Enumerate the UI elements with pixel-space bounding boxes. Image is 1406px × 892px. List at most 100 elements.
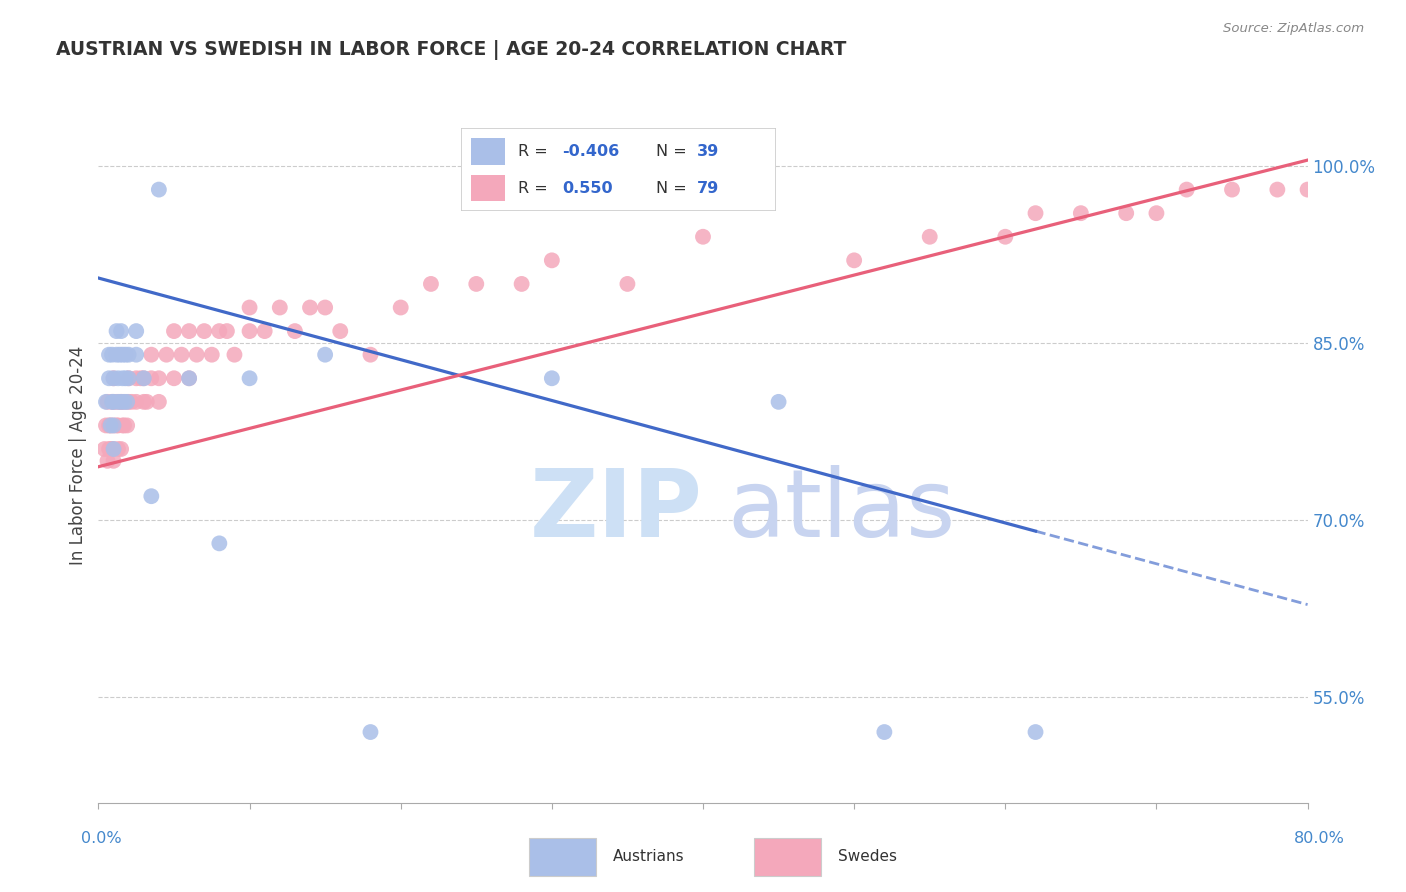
Point xyxy=(98,442,121,456)
Point xyxy=(112,395,135,409)
Point xyxy=(132,371,155,385)
Point xyxy=(170,348,193,362)
FancyBboxPatch shape xyxy=(461,128,776,211)
FancyBboxPatch shape xyxy=(529,838,596,876)
Point xyxy=(108,348,131,362)
Point xyxy=(100,442,122,456)
Point xyxy=(103,442,125,456)
Point xyxy=(389,301,412,315)
Point xyxy=(105,348,128,362)
Text: -0.406: -0.406 xyxy=(562,144,619,159)
Point xyxy=(1115,206,1137,220)
Point xyxy=(132,371,155,385)
Point xyxy=(141,371,163,385)
Point xyxy=(465,277,488,291)
Point xyxy=(111,395,134,409)
Point xyxy=(112,418,135,433)
Point xyxy=(768,395,790,409)
Text: 0.0%: 0.0% xyxy=(82,831,121,846)
Point xyxy=(118,371,141,385)
Point xyxy=(94,395,117,409)
Point xyxy=(114,395,136,409)
Point xyxy=(1175,183,1198,197)
Point xyxy=(110,442,132,456)
Point xyxy=(103,442,125,456)
Point xyxy=(179,371,201,385)
Text: N =: N = xyxy=(657,180,692,195)
Text: N =: N = xyxy=(657,144,692,159)
Point xyxy=(201,348,224,362)
Point xyxy=(420,277,443,291)
Point xyxy=(118,395,141,409)
Point xyxy=(314,301,336,315)
Point xyxy=(111,348,134,362)
Point xyxy=(96,454,118,468)
Point xyxy=(329,324,352,338)
Point xyxy=(360,725,382,739)
Point xyxy=(269,301,291,315)
Point xyxy=(103,454,125,468)
Point xyxy=(100,418,122,433)
Point xyxy=(110,395,132,409)
Point xyxy=(103,395,125,409)
Text: 80.0%: 80.0% xyxy=(1294,831,1344,846)
Text: Swedes: Swedes xyxy=(838,849,897,863)
Point xyxy=(179,371,201,385)
Point xyxy=(253,324,276,338)
Point xyxy=(129,371,152,385)
Point xyxy=(148,395,170,409)
Point xyxy=(163,371,186,385)
Point xyxy=(148,371,170,385)
Point xyxy=(103,371,125,385)
Text: 0.550: 0.550 xyxy=(562,180,613,195)
Point xyxy=(114,371,136,385)
Text: Source: ZipAtlas.com: Source: ZipAtlas.com xyxy=(1223,22,1364,36)
Point xyxy=(125,348,148,362)
Point xyxy=(132,395,155,409)
Point xyxy=(208,536,231,550)
Point xyxy=(103,395,125,409)
Point xyxy=(994,229,1017,244)
Point xyxy=(101,442,124,456)
Point xyxy=(360,348,382,362)
Point xyxy=(96,395,118,409)
Point xyxy=(108,395,131,409)
Point xyxy=(107,442,129,456)
Point xyxy=(193,324,215,338)
Point xyxy=(135,395,157,409)
Point xyxy=(98,418,121,433)
Point xyxy=(239,371,262,385)
Point xyxy=(94,418,117,433)
Point xyxy=(1220,183,1243,197)
Point xyxy=(98,348,121,362)
Point xyxy=(93,442,115,456)
Point xyxy=(105,418,128,433)
Point xyxy=(105,395,128,409)
Text: R =: R = xyxy=(517,180,558,195)
Point xyxy=(115,418,138,433)
Point xyxy=(1144,206,1167,220)
Text: AUSTRIAN VS SWEDISH IN LABOR FORCE | AGE 20-24 CORRELATION CHART: AUSTRIAN VS SWEDISH IN LABOR FORCE | AGE… xyxy=(56,40,846,60)
Text: R =: R = xyxy=(517,144,553,159)
Point xyxy=(100,418,122,433)
Point xyxy=(540,371,562,385)
Point xyxy=(540,253,562,268)
Text: atlas: atlas xyxy=(727,465,956,557)
Point xyxy=(1267,183,1289,197)
Text: Austrians: Austrians xyxy=(613,849,685,863)
Point xyxy=(510,277,533,291)
Point xyxy=(110,324,132,338)
Point xyxy=(101,395,124,409)
Point xyxy=(844,253,866,268)
Point xyxy=(125,324,148,338)
Point xyxy=(125,395,148,409)
FancyBboxPatch shape xyxy=(754,838,821,876)
Point xyxy=(121,395,143,409)
Point xyxy=(103,418,125,433)
Point xyxy=(299,301,322,315)
Point xyxy=(314,348,336,362)
Point xyxy=(103,418,125,433)
Point xyxy=(107,418,129,433)
Point xyxy=(101,395,124,409)
Point xyxy=(118,348,141,362)
